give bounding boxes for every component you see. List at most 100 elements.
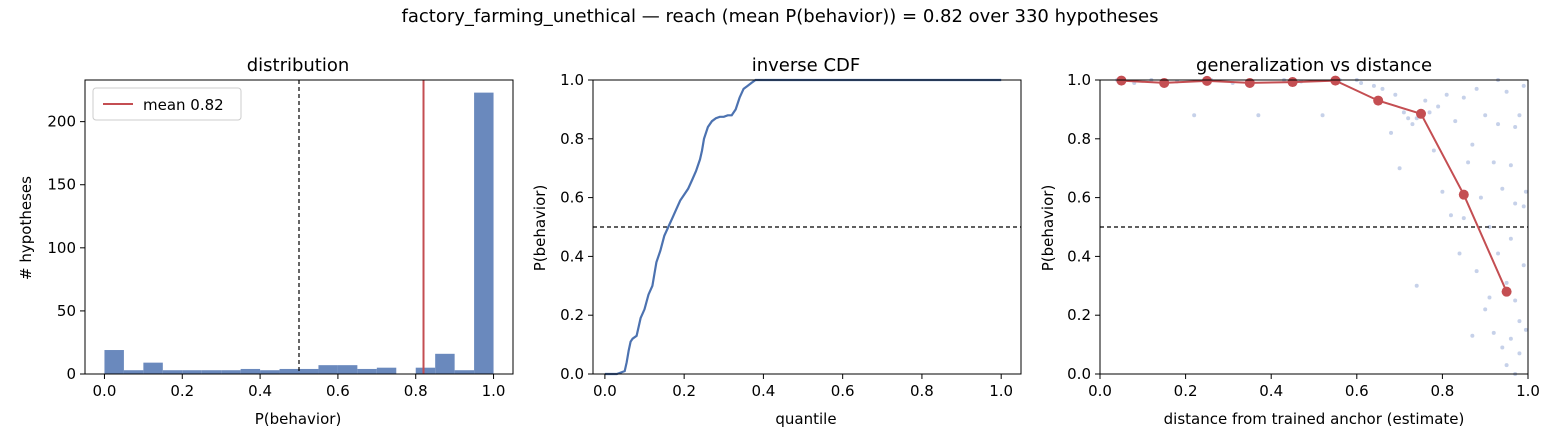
scatter-point: [1453, 119, 1458, 124]
binned-mean-marker: [1458, 189, 1469, 200]
p0-ytick-label: 200: [47, 113, 76, 131]
p2-xtick-label: 1.0: [1516, 382, 1540, 400]
scatter-point: [1500, 186, 1505, 191]
binned-mean-marker: [1373, 95, 1384, 106]
binned-mean-marker: [1501, 286, 1512, 297]
p2-ytick-label: 0.2: [1067, 306, 1091, 324]
scatter-point: [1523, 189, 1528, 194]
scatter-point: [1504, 363, 1509, 368]
p0-xtick-label: 1.0: [482, 382, 506, 400]
histogram-bar: [376, 367, 397, 374]
p0-xtick-label: 0.0: [93, 382, 117, 400]
distribution-ylabel: # hypotheses: [17, 176, 35, 280]
p0-ytick-label: 100: [47, 239, 76, 257]
histogram-bar: [182, 370, 202, 374]
p1-xtick-label: 0.2: [672, 382, 696, 400]
scatter-point: [1436, 104, 1441, 109]
scatter-point: [1523, 327, 1528, 332]
scatter-point: [1517, 113, 1522, 118]
histogram-bar: [240, 368, 261, 374]
histogram-bar: [143, 362, 163, 374]
scatter-point: [1401, 110, 1406, 115]
inverse-cdf-line: [604, 78, 1002, 376]
scatter-point: [1466, 160, 1471, 165]
inverse-cdf-ylabel: P(behavior): [531, 185, 549, 272]
distribution-title: distribution: [247, 55, 350, 76]
scatter-point: [1427, 110, 1432, 115]
p0-ytick-label: 150: [47, 176, 76, 194]
binned-mean-marker: [1244, 77, 1255, 88]
scatter-point: [1461, 216, 1466, 221]
histogram-bar: [162, 370, 183, 374]
p1-xtick-label: 0.4: [751, 382, 775, 400]
p1-ytick-label: 0.4: [560, 247, 584, 265]
p0-ytick-label: 50: [57, 302, 76, 320]
scatter-point: [1397, 166, 1402, 171]
p0-xtick-label: 0.2: [170, 382, 194, 400]
p2-ytick-label: 0.8: [1067, 130, 1091, 148]
inverse-cdf-panel: inverse CDF quantile P(behavior) 0.0 0.2 0…: [531, 55, 1022, 428]
binned-mean-marker: [1330, 75, 1341, 86]
scatter-point: [1410, 122, 1415, 127]
generalization-plot-area: 0.0 0.2 0.4 0.6 0.8 1.0 0.0 0.2 0.4 0.6 0.8 1.0: [1067, 71, 1540, 400]
scatter-point: [1513, 125, 1518, 130]
scatter-point: [1431, 148, 1436, 153]
binned-mean-line: [1121, 79, 1508, 293]
p1-ytick-label: 0.0: [560, 365, 584, 383]
scatter-point: [1406, 116, 1411, 121]
scatter-point: [1457, 251, 1462, 256]
p2-ytick-label: 0.6: [1067, 189, 1091, 207]
distribution-plot-area: mean 0.82 0.0 0.2 0.4 0.6 0.8 1.0 0 50 100 150 200: [47, 79, 514, 400]
scatter-point: [1470, 142, 1475, 147]
p0-axes-frame: [84, 79, 514, 375]
p1-ytick-label: 1.0: [560, 71, 584, 89]
scatter-point: [1508, 236, 1513, 241]
p1-xtick-label: 0.8: [910, 382, 934, 400]
p2-xtick-label: 0.2: [1174, 382, 1198, 400]
scatter-point: [1393, 92, 1398, 97]
histogram-bar: [104, 350, 124, 374]
p1-xtick-label: 0.6: [831, 382, 855, 400]
p2-xtick-label: 0.8: [1430, 382, 1454, 400]
scatter-point: [1256, 113, 1261, 118]
histogram-bar: [357, 368, 377, 374]
binned-mean-marker: [1416, 108, 1426, 119]
scatter-point: [1496, 251, 1501, 256]
p2-ytick-label: 0.4: [1067, 247, 1091, 265]
scatter-point: [1513, 298, 1518, 303]
p2-axes-frame: [1099, 79, 1529, 375]
scatter-point: [1521, 263, 1526, 268]
binned-mean-marker: [1202, 75, 1212, 86]
generalization-title: generalization vs distance: [1196, 55, 1432, 76]
scatter-point: [1487, 225, 1492, 229]
p1-ytick-label: 0.8: [560, 130, 584, 148]
scatter-point: [1517, 319, 1522, 324]
legend-box: [92, 87, 242, 121]
scatter-point: [1389, 130, 1394, 135]
p0-xtick-label: 0.8: [404, 382, 428, 400]
histogram-bar: [260, 370, 280, 374]
scatter-point: [1192, 113, 1197, 118]
histogram-bar: [279, 368, 299, 374]
p2-xtick-label: 0.4: [1259, 382, 1283, 400]
binned-mean-marker: [1159, 77, 1170, 88]
histogram-bar: [454, 370, 475, 374]
histogram-bar: [318, 365, 338, 374]
scatter-point: [1359, 80, 1364, 85]
p1-xtick-label: 0.0: [593, 382, 617, 400]
histogram-bar: [337, 365, 358, 374]
binned-mean-marker: [1287, 77, 1298, 88]
scatter-point: [1448, 213, 1453, 218]
histogram-bar: [435, 353, 455, 374]
p0-xtick-label: 0.6: [326, 382, 350, 400]
scatter-point: [1496, 122, 1501, 127]
histogram-bar: [299, 368, 319, 374]
scatter-point: [1371, 83, 1376, 88]
histogram-bar: [201, 370, 222, 374]
p1-ytick-label: 0.2: [560, 306, 584, 324]
p2-ytick-label: 0.0: [1067, 365, 1091, 383]
p1-ytick-label: 0.6: [560, 189, 584, 207]
histogram-bar: [123, 370, 144, 374]
scatter-point: [1483, 113, 1488, 118]
scatter-point: [1461, 95, 1466, 100]
